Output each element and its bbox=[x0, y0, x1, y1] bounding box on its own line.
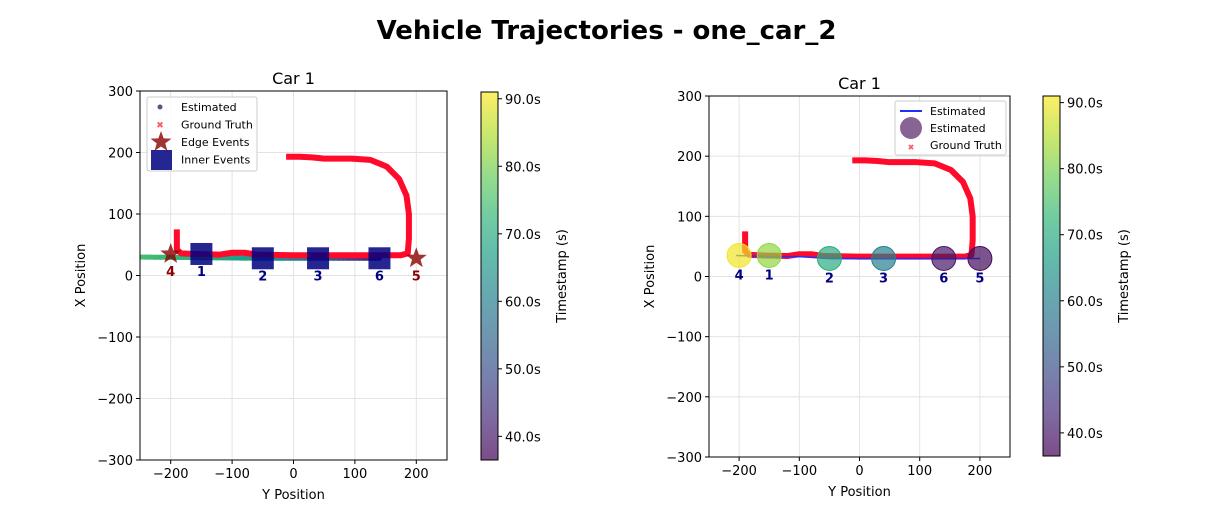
y-tick-label: 300 bbox=[677, 90, 702, 105]
legend-label: Ground Truth bbox=[930, 139, 1002, 152]
colorbar-label: Timestamp (s) bbox=[555, 229, 570, 324]
x-tick-label: 200 bbox=[967, 464, 992, 479]
y-tick-label: 100 bbox=[677, 210, 702, 225]
inner-event-square bbox=[190, 242, 213, 265]
axes-title: Car 1 bbox=[272, 69, 315, 88]
y-tick-label: −300 bbox=[666, 451, 702, 466]
event-label: 4 bbox=[166, 265, 175, 280]
event-label: 2 bbox=[258, 269, 267, 284]
event-label: 2 bbox=[825, 271, 834, 286]
colorbar-tick-label: 90.0s bbox=[505, 93, 541, 108]
event-circle bbox=[967, 245, 993, 271]
x-axis-label: Y Position bbox=[827, 485, 891, 500]
event-circle bbox=[816, 245, 842, 271]
data-layer bbox=[140, 153, 427, 270]
event-label: 6 bbox=[939, 271, 948, 286]
x-tick-label: 100 bbox=[907, 464, 932, 479]
legend-ground-truth-marker: ✖ bbox=[908, 143, 915, 152]
event-label: 1 bbox=[765, 268, 774, 283]
colorbar-tick-label: 50.0s bbox=[505, 363, 541, 378]
colorbar-tick-label: 60.0s bbox=[505, 295, 541, 310]
y-tick-label: 0 bbox=[694, 271, 702, 286]
y-tick-label: 300 bbox=[108, 85, 133, 100]
figure-title: Vehicle Trajectories - one_car_2 bbox=[376, 16, 837, 46]
ground-truth-path bbox=[742, 157, 976, 260]
legend-estimated-circle bbox=[900, 117, 922, 139]
legend-estimated-marker bbox=[157, 104, 163, 110]
legend-ground-truth-marker: ✖ bbox=[156, 121, 164, 131]
legend-label: Estimated bbox=[181, 101, 237, 114]
x-axis-label: Y Position bbox=[261, 488, 325, 503]
event-label: 1 bbox=[197, 265, 206, 280]
x-tick-label: 100 bbox=[342, 467, 367, 482]
legend-label: Estimated bbox=[930, 122, 986, 135]
colorbar bbox=[480, 91, 499, 461]
y-tick-label: −200 bbox=[666, 391, 702, 406]
event-circle bbox=[871, 245, 897, 271]
y-axis-label: X Position bbox=[74, 244, 89, 308]
y-tick-label: 200 bbox=[108, 147, 133, 162]
y-tick-label: 0 bbox=[125, 270, 133, 285]
colorbar-tick-label: 90.0s bbox=[1067, 97, 1103, 112]
legend-label: Edge Events bbox=[181, 136, 250, 149]
colorbar-tick-label: 40.0s bbox=[1067, 427, 1103, 442]
legend-label: Estimated bbox=[930, 105, 986, 118]
event-circle bbox=[726, 242, 752, 268]
x-tick-label: 0 bbox=[855, 464, 863, 479]
legend-inner-marker bbox=[151, 150, 172, 170]
event-label: 3 bbox=[879, 271, 888, 286]
y-tick-label: 100 bbox=[108, 208, 133, 223]
x-tick-label: −200 bbox=[721, 464, 757, 479]
edge-event-star bbox=[160, 242, 182, 263]
legend-label: Ground Truth bbox=[181, 119, 253, 132]
event-label: 3 bbox=[314, 269, 323, 284]
y-tick-label: −100 bbox=[97, 331, 133, 346]
inner-event-square bbox=[307, 247, 330, 270]
colorbar bbox=[1042, 95, 1061, 457]
colorbar-tick-label: 80.0s bbox=[1067, 163, 1103, 178]
inner-event-square bbox=[251, 247, 274, 270]
x-tick-label: 200 bbox=[404, 467, 429, 482]
inner-event-square bbox=[368, 247, 391, 270]
event-label: 5 bbox=[975, 271, 984, 286]
event-label: 6 bbox=[375, 269, 384, 284]
colorbar-tick-label: 80.0s bbox=[505, 160, 541, 175]
event-label: 4 bbox=[735, 268, 744, 283]
colorbar-tick-label: 60.0s bbox=[1067, 295, 1103, 310]
y-tick-label: −200 bbox=[97, 393, 133, 408]
chart-1: 4 1 2 3 6 5 −200 −100 0 100 200 −300 −200 −100 0 100 200… bbox=[74, 69, 570, 503]
ground-truth-path bbox=[173, 153, 412, 259]
edge-event-star bbox=[405, 247, 427, 268]
y-tick-label: −100 bbox=[666, 331, 702, 346]
legend-edge-marker bbox=[150, 131, 172, 151]
x-tick-label: −200 bbox=[153, 467, 189, 482]
event-circle bbox=[756, 242, 782, 268]
y-tick-label: 200 bbox=[677, 150, 702, 165]
x-tick-label: −100 bbox=[214, 467, 250, 482]
colorbar-tick-label: 70.0s bbox=[505, 228, 541, 243]
data-layer bbox=[726, 157, 993, 271]
x-tick-label: −100 bbox=[781, 464, 817, 479]
axes-title: Car 1 bbox=[838, 74, 881, 93]
event-circle bbox=[931, 245, 957, 271]
chart-2: 4 1 2 3 6 5 −200 −100 0 100 200 −300 −200 −100 0 100 200… bbox=[643, 74, 1132, 500]
colorbar-tick-label: 40.0s bbox=[505, 430, 541, 445]
colorbar-tick-label: 70.0s bbox=[1067, 229, 1103, 244]
colorbar-tick-label: 50.0s bbox=[1067, 361, 1103, 376]
x-tick-label: 0 bbox=[289, 467, 297, 482]
legend-label: Inner Events bbox=[181, 154, 250, 167]
colorbar-label: Timestamp (s) bbox=[1117, 229, 1132, 324]
legend-box bbox=[894, 100, 1007, 156]
y-axis-label: X Position bbox=[643, 245, 658, 309]
y-tick-label: −300 bbox=[97, 454, 133, 469]
legend-box bbox=[146, 96, 258, 172]
event-label: 5 bbox=[412, 269, 421, 284]
